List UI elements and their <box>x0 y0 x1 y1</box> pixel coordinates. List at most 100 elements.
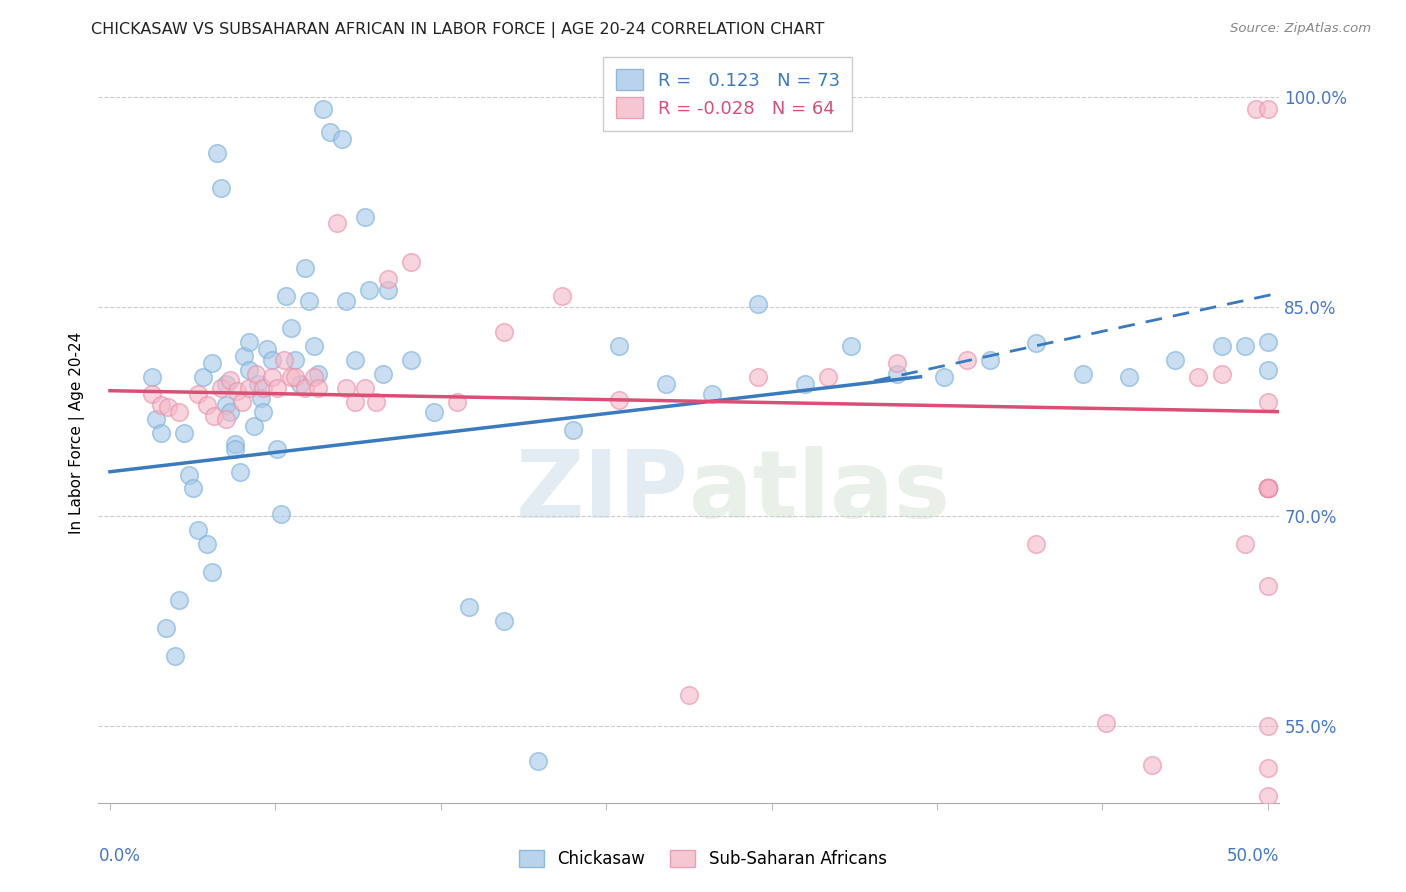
Point <box>1257 482 1279 496</box>
Point <box>956 353 979 368</box>
Point <box>446 395 468 409</box>
Point <box>747 297 769 311</box>
Point <box>294 260 316 275</box>
Point <box>319 125 342 139</box>
Point <box>609 393 631 408</box>
Point <box>1257 395 1279 409</box>
Point <box>359 283 381 297</box>
Point <box>1257 482 1279 496</box>
Point <box>1257 482 1279 496</box>
Point <box>252 381 274 395</box>
Point <box>1025 537 1047 551</box>
Point <box>163 649 186 664</box>
Point <box>1118 369 1140 384</box>
Point <box>1257 482 1279 496</box>
Point <box>1246 102 1268 116</box>
Point <box>219 405 242 419</box>
Point <box>330 132 353 146</box>
Point <box>423 405 446 419</box>
Point <box>247 376 270 391</box>
Point <box>1257 761 1279 775</box>
Point <box>141 369 163 384</box>
Point <box>700 386 723 401</box>
Point <box>226 384 249 398</box>
Point <box>1257 719 1279 733</box>
Point <box>1025 336 1047 351</box>
Point <box>344 353 367 368</box>
Point <box>492 614 515 628</box>
Point <box>302 339 325 353</box>
Point <box>335 294 357 309</box>
Point <box>655 376 678 391</box>
Point <box>224 437 246 451</box>
Point <box>979 353 1001 368</box>
Point <box>353 211 375 225</box>
Point <box>344 395 367 409</box>
Point <box>562 423 585 437</box>
Point <box>262 369 284 384</box>
Point <box>1257 363 1279 377</box>
Text: CHICKASAW VS SUBSAHARAN AFRICAN IN LABOR FORCE | AGE 20-24 CORRELATION CHART: CHICKASAW VS SUBSAHARAN AFRICAN IN LABOR… <box>91 22 825 38</box>
Point <box>169 405 191 419</box>
Point <box>1257 334 1279 349</box>
Point <box>817 369 839 384</box>
Point <box>678 688 700 702</box>
Point <box>839 339 862 353</box>
Point <box>242 418 264 433</box>
Legend: Chickasaw, Sub-Saharan Africans: Chickasaw, Sub-Saharan Africans <box>513 843 893 875</box>
Point <box>274 289 297 303</box>
Point <box>262 353 284 368</box>
Point <box>1094 716 1116 731</box>
Point <box>307 367 329 381</box>
Text: 0.0%: 0.0% <box>98 847 141 865</box>
Point <box>458 600 481 615</box>
Point <box>256 342 278 356</box>
Point <box>205 146 228 161</box>
Point <box>252 405 274 419</box>
Point <box>1257 482 1279 496</box>
Point <box>266 381 288 395</box>
Point <box>219 372 242 386</box>
Point <box>209 181 232 195</box>
Point <box>201 566 224 580</box>
Point <box>307 381 329 395</box>
Point <box>932 369 955 384</box>
Point <box>1257 482 1279 496</box>
Point <box>288 376 311 391</box>
Point <box>215 398 238 412</box>
Point <box>215 376 238 391</box>
Point <box>1257 482 1279 496</box>
Point <box>191 369 214 384</box>
Point <box>353 381 375 395</box>
Point <box>1257 482 1279 496</box>
Point <box>1187 369 1209 384</box>
Point <box>187 524 209 538</box>
Text: ZIP: ZIP <box>516 446 689 538</box>
Point <box>886 367 908 381</box>
Text: atlas: atlas <box>689 446 950 538</box>
Point <box>335 381 357 395</box>
Point <box>187 386 209 401</box>
Point <box>326 216 349 230</box>
Point <box>1257 482 1279 496</box>
Point <box>1257 482 1279 496</box>
Point <box>298 294 321 309</box>
Text: Source: ZipAtlas.com: Source: ZipAtlas.com <box>1230 22 1371 36</box>
Point <box>201 356 224 370</box>
Point <box>312 102 335 116</box>
Point <box>284 369 307 384</box>
Point <box>273 353 295 368</box>
Point <box>1211 339 1233 353</box>
Point <box>141 386 163 401</box>
Point <box>149 398 172 412</box>
Y-axis label: In Labor Force | Age 20-24: In Labor Force | Age 20-24 <box>69 332 84 533</box>
Point <box>793 376 815 391</box>
Point <box>202 409 225 423</box>
Point <box>231 395 253 409</box>
Text: 50.0%: 50.0% <box>1227 847 1279 865</box>
Point <box>1257 789 1279 803</box>
Point <box>238 381 260 395</box>
Point <box>155 621 177 635</box>
Point <box>399 255 422 269</box>
Point <box>550 289 572 303</box>
